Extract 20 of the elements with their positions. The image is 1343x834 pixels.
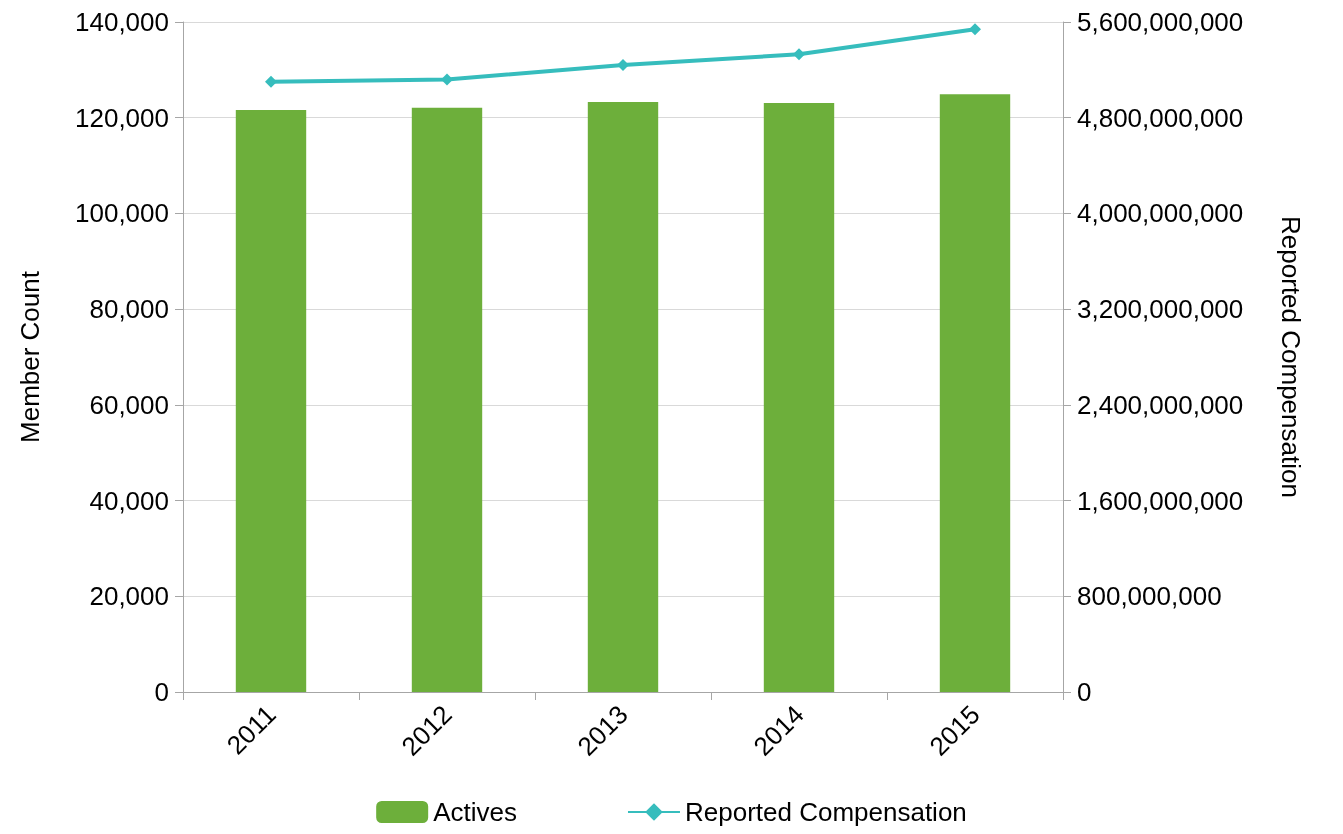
y2-tick-label: 4,000,000,000 [1077,198,1244,229]
y2-axis-title: Reported Compensation [1276,216,1306,498]
y-tick-label: 0 [154,677,169,707]
y2-tick-label: 2,400,000,000 [1077,389,1244,420]
y2-tick-label: 1,600,000,000 [1077,485,1244,516]
y-axis-title: Member Count [15,270,45,443]
y2-tick-label: 3,200,000,000 [1077,294,1244,325]
y-tick-label: 60,000 [89,389,169,420]
y-tick-label: 80,000 [89,294,169,325]
y2-tick-label: 800,000,000 [1077,581,1222,612]
y-tick-label: 140,000 [75,7,169,37]
y2-tick-label: 0 [1077,677,1092,707]
y2-tick-label: 4,800,000,000 [1077,102,1244,133]
y-tick-label: 40,000 [89,485,169,516]
legend-label: Actives [433,797,517,827]
y2-tick-label: 5,600,000,000 [1077,7,1244,37]
legend-label: Reported Compensation [684,797,967,827]
y-tick-label: 20,000 [89,581,169,612]
y-tick-label: 120,000 [75,102,169,133]
y-tick-label: 100,000 [75,198,169,229]
